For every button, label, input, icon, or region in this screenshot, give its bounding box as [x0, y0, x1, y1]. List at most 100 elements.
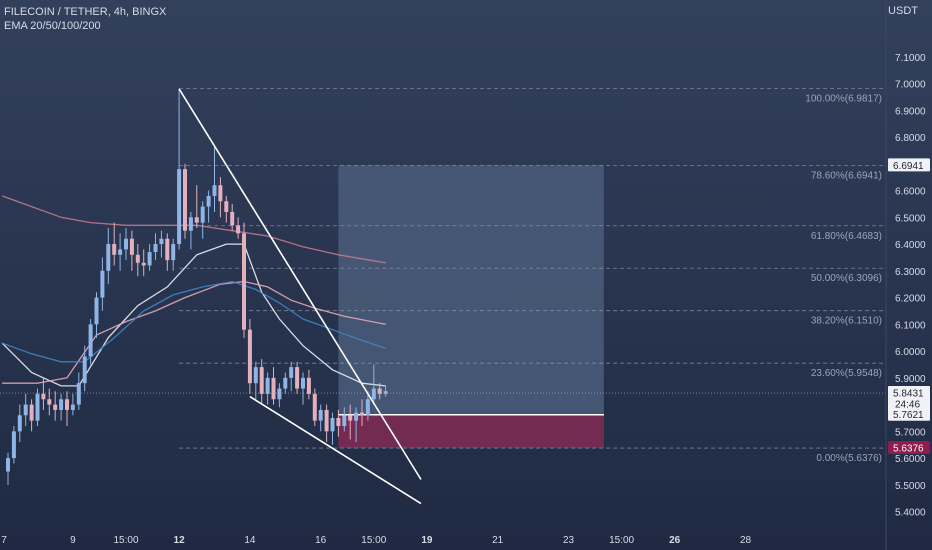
- candle: [360, 399, 364, 426]
- candle: [348, 404, 353, 440]
- candle: [306, 369, 311, 400]
- price-label-text: 5.8431: [893, 389, 924, 400]
- price-axis[interactable]: 5.40005.50005.60005.70005.80005.90006.00…: [885, 0, 926, 550]
- candle: [342, 407, 347, 432]
- time-tick-label: 15:00: [113, 535, 138, 546]
- candle-body: [365, 399, 370, 416]
- candle-body: [371, 388, 376, 400]
- candle-body: [65, 399, 69, 410]
- candle: [271, 367, 276, 405]
- candle: [153, 233, 158, 261]
- candle-body: [230, 211, 235, 226]
- candle-body: [318, 409, 323, 421]
- candle-body: [76, 383, 81, 405]
- candle-body: [70, 404, 75, 410]
- price-label-text: 5.7621: [893, 410, 924, 421]
- target-zone: [338, 165, 604, 415]
- candle-body: [53, 404, 58, 410]
- time-tick-label: 23: [563, 535, 575, 546]
- price-tick-label: 6.6000: [895, 187, 926, 198]
- candle: [212, 145, 217, 212]
- fib-label: 0.00%(5.6376): [816, 453, 882, 464]
- candle-body: [88, 324, 93, 357]
- candle: [183, 163, 187, 239]
- candle-body: [354, 412, 359, 421]
- candle-body: [153, 244, 158, 253]
- price-tick-label: 5.5000: [895, 481, 926, 492]
- candle: [377, 383, 382, 400]
- candle-body: [171, 244, 176, 261]
- candle-body: [112, 244, 117, 255]
- candle: [330, 412, 335, 445]
- ema-line: [2, 280, 386, 384]
- candle: [242, 222, 246, 338]
- candle: [165, 233, 170, 271]
- price-label-text: 6.6941: [893, 161, 924, 172]
- candle: [283, 372, 288, 394]
- candle-body: [295, 367, 300, 389]
- candle-body: [306, 377, 311, 394]
- wedge-lines[interactable]: [178, 88, 422, 505]
- countdown-label: 24:46: [895, 400, 920, 411]
- candle-body: [253, 367, 258, 384]
- candle: [94, 292, 99, 338]
- candle: [70, 393, 75, 416]
- symbol-title[interactable]: FILECOIN / TETHER, 4h, BINGX: [4, 6, 167, 18]
- time-tick-label: 28: [740, 535, 752, 546]
- candle-body: [206, 195, 211, 207]
- fib-label: 78.60%(6.6941): [811, 170, 882, 181]
- candle: [259, 359, 264, 405]
- candle-body: [360, 412, 364, 416]
- candle-body: [17, 415, 22, 432]
- candle: [76, 372, 81, 410]
- candle-body: [212, 185, 217, 196]
- stop-zone: [338, 414, 604, 449]
- candle-body: [324, 409, 329, 432]
- candle: [354, 407, 359, 443]
- wedge-trendline: [178, 88, 422, 480]
- candle-body: [35, 393, 40, 421]
- price-label-text: 5.6376: [893, 444, 924, 455]
- candle-body: [377, 388, 382, 394]
- candle-body: [82, 356, 87, 384]
- time-tick-label: 21: [492, 535, 504, 546]
- candle: [383, 385, 388, 397]
- candle-body: [41, 393, 46, 400]
- candle: [371, 364, 376, 405]
- candle: [277, 383, 282, 408]
- candle: [218, 177, 223, 218]
- candle-body: [147, 252, 152, 266]
- candle: [253, 361, 258, 400]
- candle-body: [129, 238, 134, 255]
- time-tick-label: 14: [244, 535, 256, 546]
- fib-label: 23.60%(5.9548): [811, 368, 882, 379]
- candle: [171, 238, 176, 271]
- candle-body: [165, 238, 170, 261]
- time-tick-label: 7: [1, 535, 7, 546]
- time-axis[interactable]: 7 9 15:00 12 14 16 15:00 19 21 23 15:00 26 28: [1, 535, 751, 546]
- candle-body: [224, 201, 229, 212]
- candle: [188, 211, 193, 250]
- candle: [236, 217, 241, 239]
- price-tick-label: 6.8000: [895, 133, 926, 144]
- price-label-box: [888, 158, 930, 172]
- candle-body: [183, 169, 187, 231]
- candle: [17, 404, 22, 443]
- candle-body: [141, 262, 146, 266]
- indicator-legend[interactable]: EMA 20/50/100/200: [4, 20, 101, 32]
- price-label: 5.6376: [888, 441, 930, 455]
- candle: [312, 388, 317, 426]
- candle-body: [11, 431, 16, 459]
- candle: [23, 393, 28, 426]
- candle-body: [247, 329, 252, 384]
- candle-body: [289, 367, 294, 378]
- candle: [129, 230, 134, 271]
- position-zones: [338, 165, 604, 449]
- time-tick-label: 16: [315, 535, 327, 546]
- price-tick-label: 6.3000: [895, 267, 926, 278]
- candle-body: [330, 417, 335, 432]
- wedge-trendline: [249, 395, 422, 505]
